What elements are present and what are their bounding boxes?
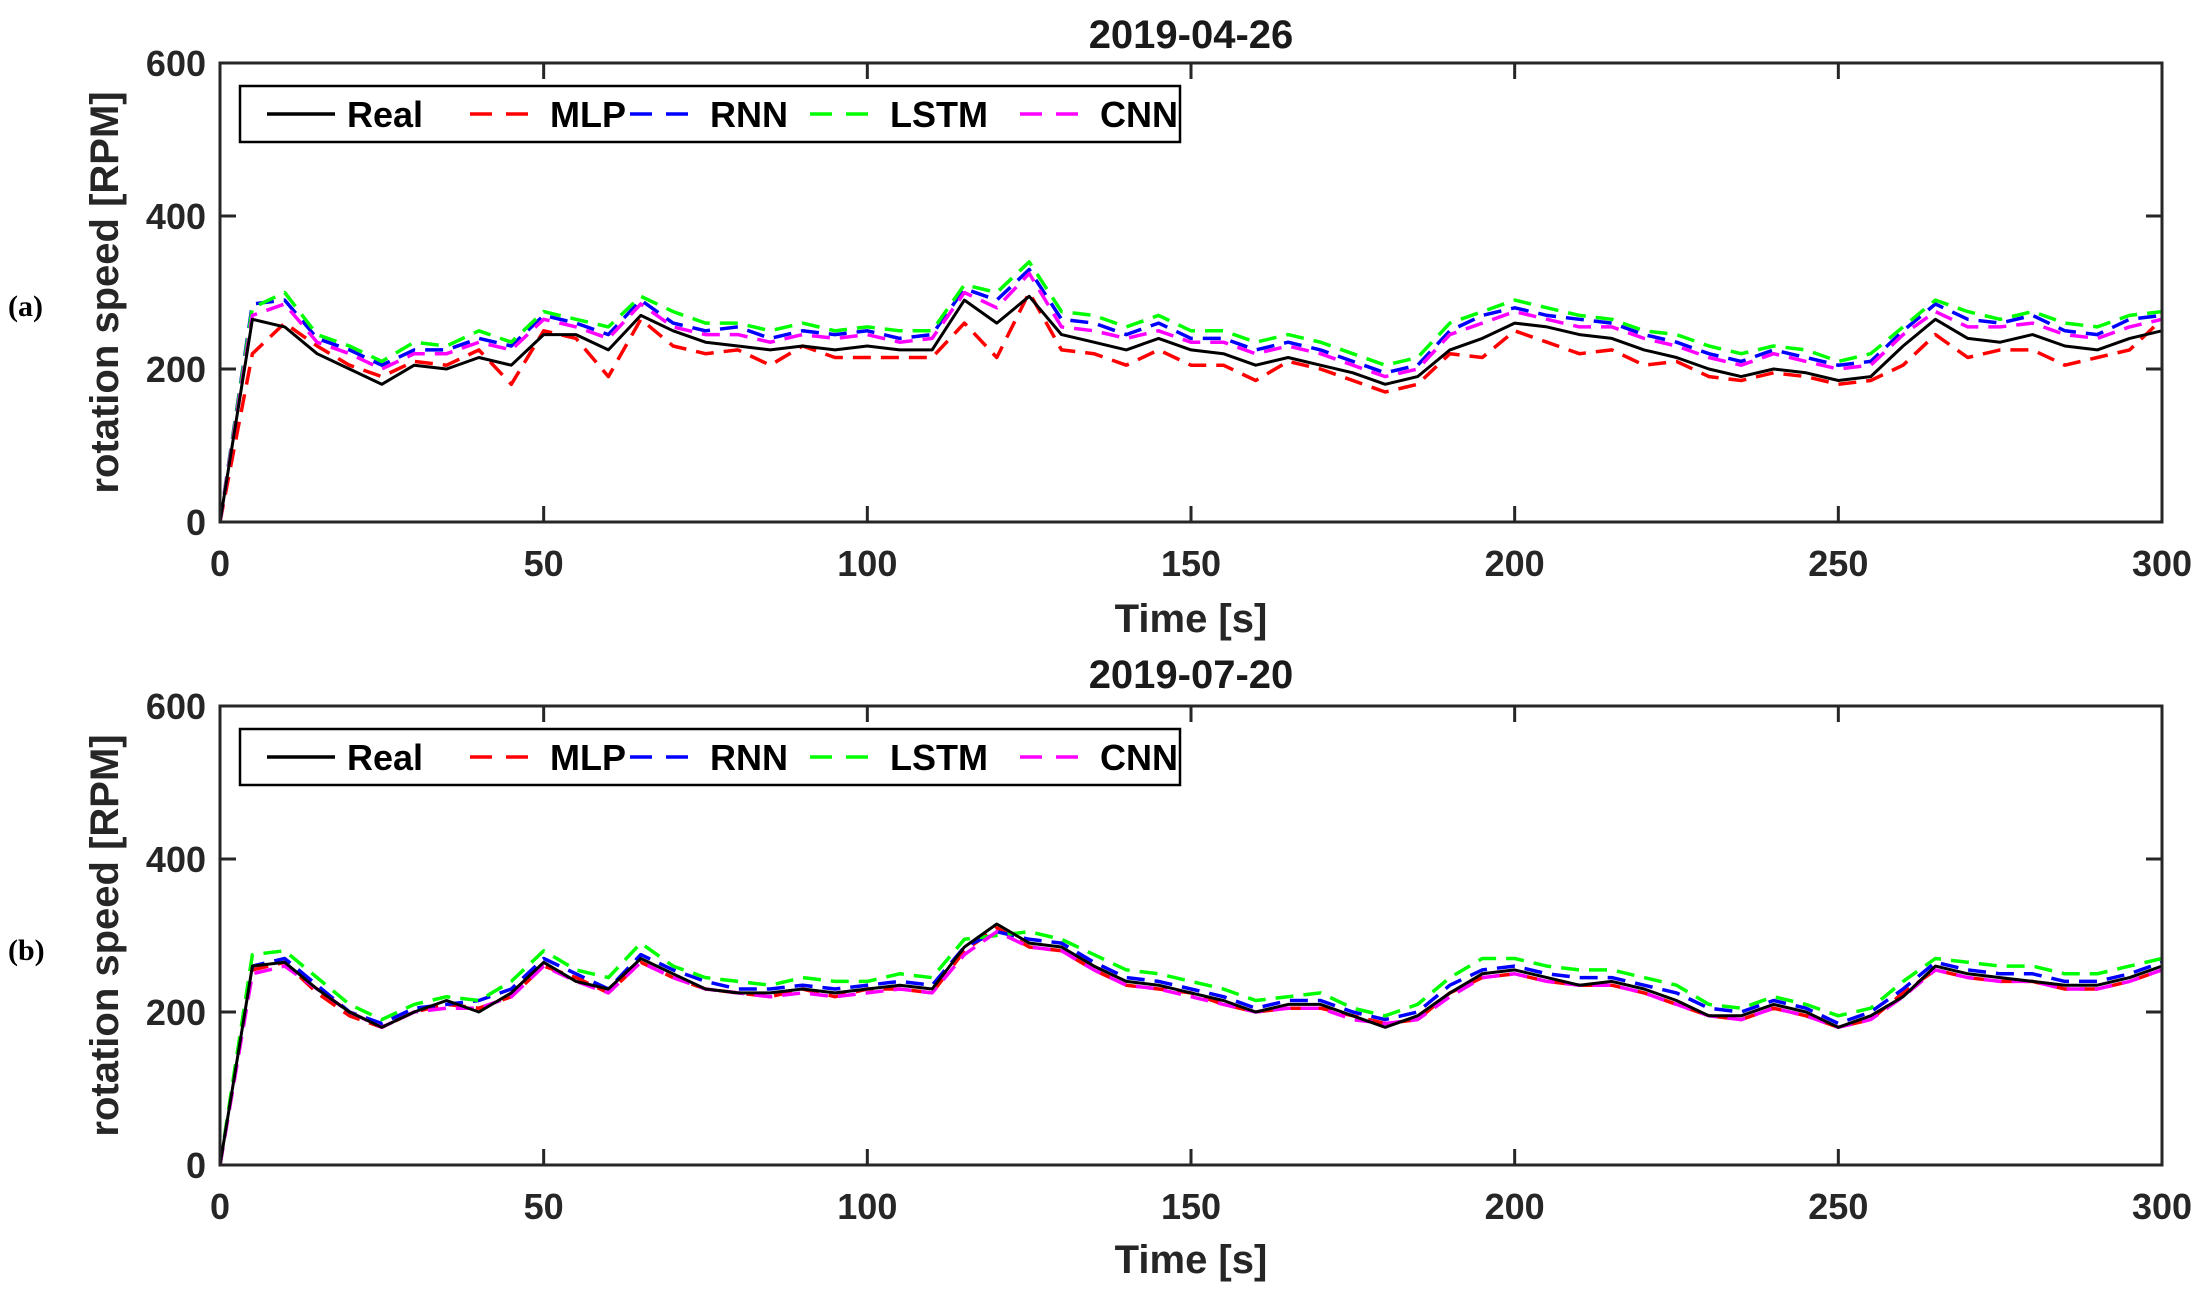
x-tick-label: 300 (2132, 1186, 2192, 1227)
panel-label: (a) (8, 290, 43, 323)
legend-entry-rnn: RNN (710, 94, 788, 135)
y-tick-label: 0 (186, 502, 206, 543)
x-tick-label: 0 (210, 543, 230, 584)
x-tick-label: 250 (1808, 543, 1868, 584)
panel-a: (a) 2019-04-26 0 50 100 150 200 250 300 0 200 400 60… (8, 13, 2192, 641)
y-tick-label: 200 (146, 349, 206, 390)
y-tick-label: 200 (146, 992, 206, 1033)
y-tick-label: 0 (186, 1145, 206, 1186)
x-axis-label: Time [s] (1115, 1238, 1268, 1282)
legend-entry-lstm: LSTM (890, 94, 988, 135)
series-cnn-line (220, 271, 2162, 522)
legend: Real MLP RNN LSTM CNN (238, 84, 1182, 144)
x-tick-label: 150 (1161, 543, 1221, 584)
x-tick-label: 0 (210, 1186, 230, 1227)
series-cnn-line (220, 929, 2162, 1165)
x-tick-label: 300 (2132, 543, 2192, 584)
legend-entry-mlp: MLP (550, 737, 626, 778)
x-tick-label: 100 (837, 543, 897, 584)
y-tick-label: 400 (146, 839, 206, 880)
y-tick-label: 400 (146, 196, 206, 237)
panel-b: (b) 2019-07-20 0 50 100 150 200 250 300 0 200 400 60… (8, 653, 2192, 1282)
legend-entry-real: Real (347, 94, 423, 135)
y-tick-label: 600 (146, 686, 206, 727)
series-lstm-line (220, 929, 2162, 1165)
series-rnn-line (220, 929, 2162, 1165)
series-rnn-line (220, 267, 2162, 522)
legend-entry-real: Real (347, 737, 423, 778)
legend-entry-mlp: MLP (550, 94, 626, 135)
series-lstm-line (220, 260, 2162, 522)
legend-entry-cnn: CNN (1100, 737, 1178, 778)
legend: Real MLP RNN LSTM CNN (238, 727, 1182, 787)
x-tick-label: 50 (524, 543, 564, 584)
x-axis-label: Time [s] (1115, 597, 1268, 641)
series-real-line (220, 922, 2162, 1165)
y-axis-label: rotation speed [RPM] (83, 91, 127, 493)
x-tick-label: 250 (1808, 1186, 1868, 1227)
series-real-line (220, 294, 2162, 522)
legend-entry-rnn: RNN (710, 737, 788, 778)
chart-title: 2019-07-20 (1089, 653, 1294, 697)
series-mlp-line (220, 290, 2162, 522)
series-group (220, 260, 2162, 522)
y-axis-label: rotation speed [RPM] (83, 734, 127, 1136)
legend-entry-cnn: CNN (1100, 94, 1178, 135)
x-tick-label: 100 (837, 1186, 897, 1227)
series-group (220, 922, 2162, 1165)
legend-entry-lstm: LSTM (890, 737, 988, 778)
panel-label: (b) (8, 934, 45, 967)
x-tick-label: 150 (1161, 1186, 1221, 1227)
chart-title: 2019-04-26 (1089, 13, 1294, 57)
x-tick-label: 200 (1485, 543, 1545, 584)
x-tick-label: 50 (524, 1186, 564, 1227)
x-tick-label: 200 (1485, 1186, 1545, 1227)
series-mlp-line (220, 926, 2162, 1165)
y-tick-label: 600 (146, 43, 206, 84)
